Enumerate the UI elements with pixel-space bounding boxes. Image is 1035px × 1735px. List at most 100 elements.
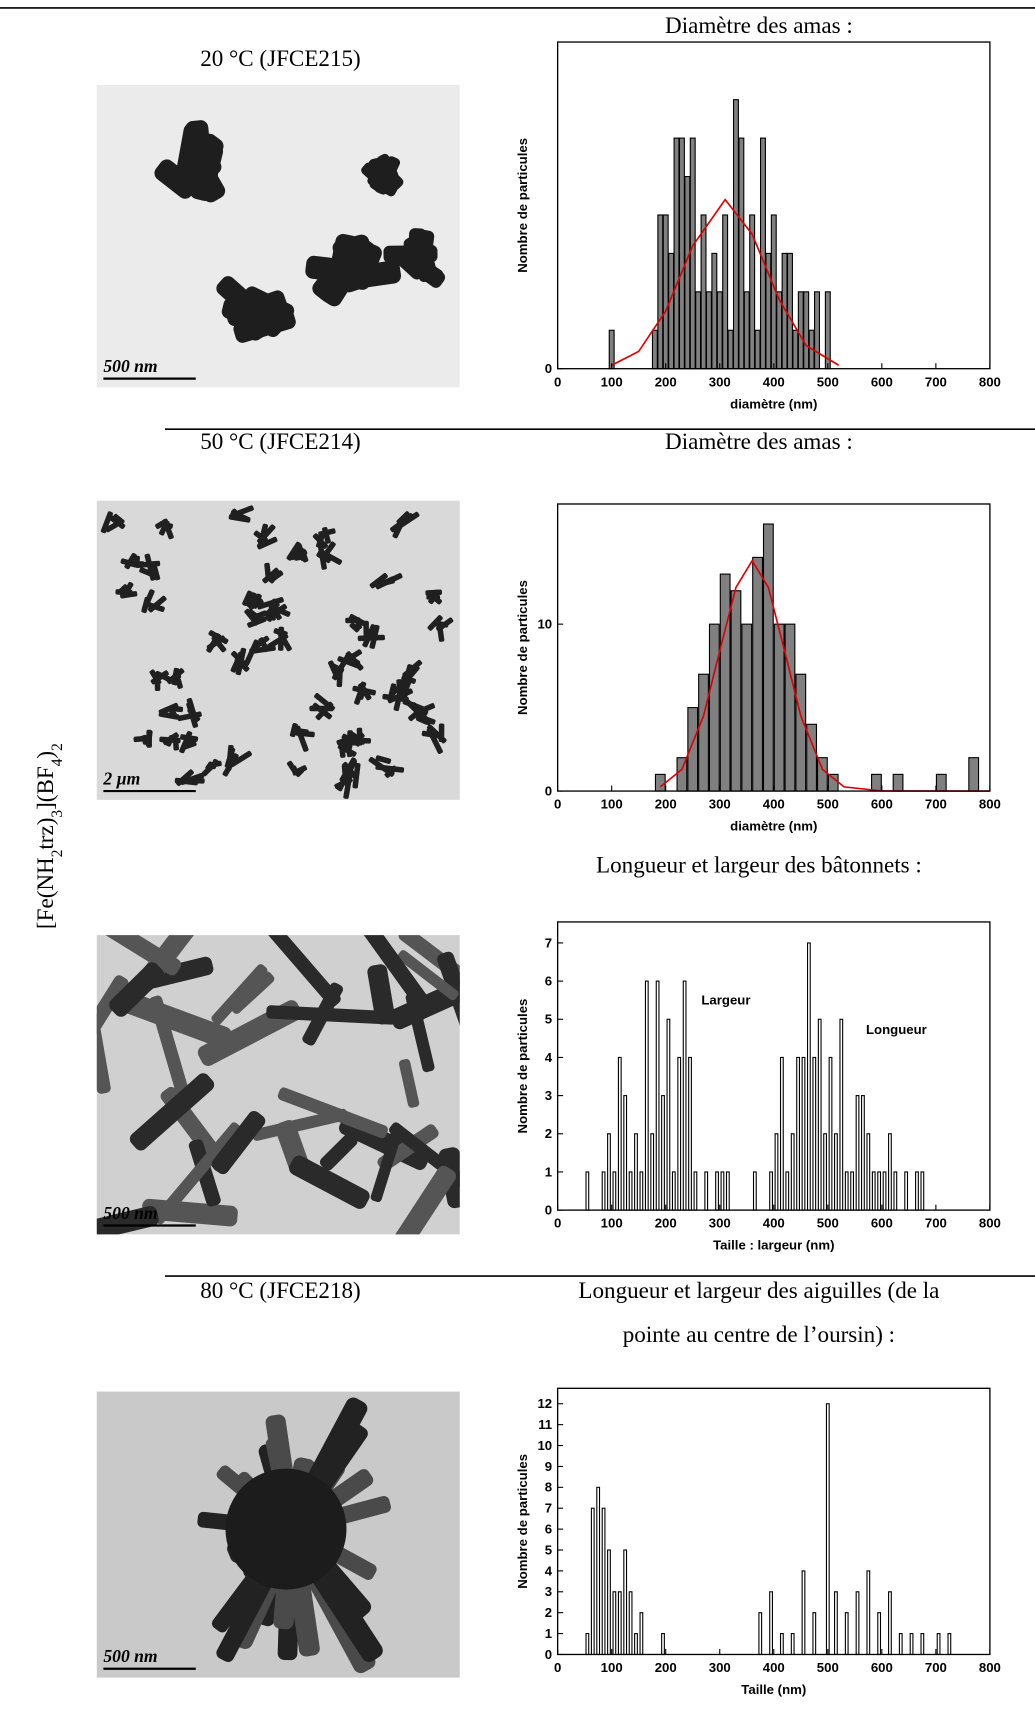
- bar: [666, 1018, 671, 1211]
- x-tick-label: 500: [817, 797, 839, 812]
- x-axis-label: Taille : largeur (nm): [713, 1238, 834, 1253]
- particle: [159, 736, 181, 744]
- bar: [700, 214, 707, 370]
- bar: [784, 623, 796, 792]
- bar: [871, 773, 882, 792]
- bar: [825, 1403, 830, 1656]
- particle: [414, 713, 436, 725]
- compound-label: [Fe(NH2trz)3](BF4)2: [32, 743, 66, 929]
- particle: [398, 1058, 420, 1108]
- bar: [695, 291, 702, 370]
- particle: [334, 776, 353, 790]
- bar: [871, 1171, 876, 1211]
- bar: [812, 1612, 817, 1656]
- particle: [374, 1165, 457, 1235]
- particle: [268, 570, 284, 583]
- bar: [801, 1570, 806, 1656]
- bar: [823, 1133, 828, 1211]
- bar: [752, 1171, 757, 1211]
- row-label: 80 °C (JFCE218): [200, 1277, 361, 1303]
- bar: [601, 1171, 606, 1211]
- scale-bar-label: 2 µm: [102, 768, 140, 788]
- particle: [246, 592, 257, 608]
- particle: [332, 653, 351, 681]
- bar: [790, 1133, 795, 1211]
- micrograph: [96, 500, 460, 800]
- bar: [882, 1171, 887, 1211]
- y-tick-label: 7: [545, 1501, 552, 1516]
- particle: [289, 1155, 370, 1209]
- y-axis-label: Nombre de particules: [515, 580, 530, 715]
- bar: [779, 1056, 784, 1211]
- bar: [608, 329, 615, 370]
- x-tick-label: 600: [871, 1660, 893, 1675]
- x-tick-label: 200: [655, 374, 677, 389]
- bar: [935, 773, 947, 792]
- y-tick-label: 6: [545, 974, 552, 989]
- y-tick-label: 2: [545, 1605, 552, 1620]
- bar: [806, 942, 811, 1211]
- y-tick-label: 5: [545, 1012, 552, 1027]
- particle: [262, 567, 280, 584]
- bar: [720, 1171, 725, 1211]
- particle: [96, 975, 129, 1036]
- particle: [243, 639, 260, 666]
- bar: [689, 137, 696, 370]
- bar: [827, 773, 839, 792]
- bar: [812, 1056, 817, 1211]
- particle: [149, 995, 193, 1110]
- bar: [716, 291, 723, 370]
- x-tick-label: 800: [979, 1216, 1001, 1231]
- x-tick-label: 700: [925, 1660, 947, 1675]
- x-tick-label: 300: [709, 1660, 731, 1675]
- bar: [779, 1633, 784, 1656]
- row-label: 20 °C (JFCE215): [200, 45, 361, 71]
- formula-part: 2: [48, 743, 65, 751]
- particle: [349, 622, 360, 633]
- particle: [146, 729, 152, 748]
- fit-curve: [611, 198, 840, 366]
- bar: [762, 523, 774, 792]
- micrograph: [96, 935, 460, 1235]
- y-axis-label: Nombre de particules: [515, 138, 530, 273]
- bar: [909, 1633, 914, 1656]
- y-tick-label: 12: [537, 1396, 552, 1411]
- chart: 0 100 200 300 400 500 600 700 800 0 10 diamètre (nm…: [515, 503, 1001, 834]
- particle: [375, 573, 403, 590]
- particle: [319, 1133, 358, 1171]
- fit-curve: [659, 559, 990, 792]
- particle: [367, 964, 396, 1025]
- y-tick-label: 1: [545, 1164, 552, 1179]
- x-tick-label: 200: [655, 797, 677, 812]
- particle: [112, 513, 125, 525]
- bar: [698, 673, 709, 792]
- particle: [229, 971, 275, 1014]
- particle: [358, 686, 367, 700]
- particle: [368, 756, 395, 777]
- micrograph-bg: [96, 84, 460, 388]
- formula-part: trz): [32, 818, 58, 850]
- bar: [607, 1133, 611, 1211]
- y-axis-label: Nombre de particules: [515, 999, 530, 1134]
- x-tick-label: 100: [601, 797, 623, 812]
- particle: [316, 551, 332, 564]
- particle: [354, 935, 435, 1016]
- formula-part: [Fe(NH: [32, 857, 58, 929]
- x-tick-label: 500: [817, 1660, 839, 1675]
- x-tick-label: 400: [763, 797, 785, 812]
- bar: [893, 1171, 898, 1211]
- particle: [225, 1468, 347, 1590]
- formula-part: ](BF: [32, 766, 58, 810]
- x-tick-label: 100: [601, 374, 623, 389]
- particle: [349, 613, 369, 628]
- formula-part: 2: [48, 850, 65, 858]
- particle: [264, 601, 280, 617]
- bar: [634, 1633, 638, 1656]
- bar: [796, 1056, 800, 1211]
- x-tick-label: 500: [817, 374, 839, 389]
- bar: [803, 291, 810, 370]
- particle: [375, 755, 392, 764]
- y-tick-label: 10: [537, 617, 552, 632]
